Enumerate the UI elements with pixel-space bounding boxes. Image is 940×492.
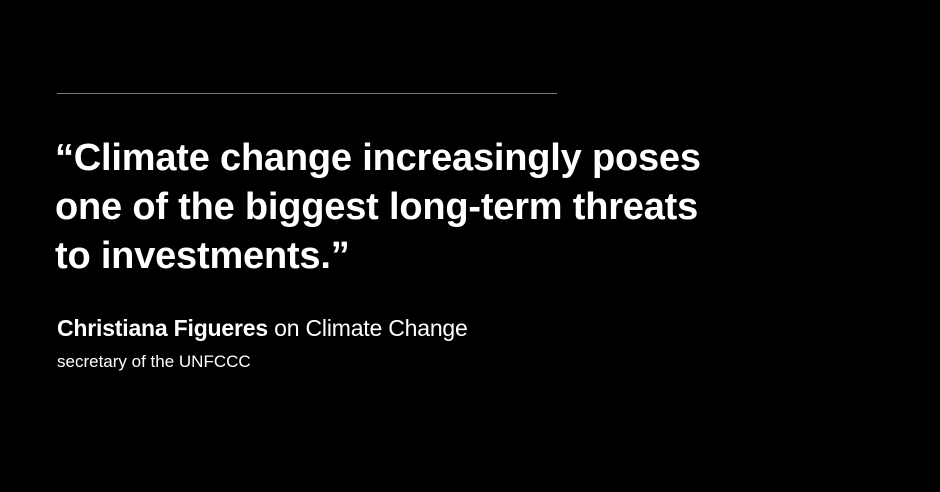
quote-topic: on Climate Change (267, 315, 468, 341)
divider-line (57, 93, 557, 94)
attribution: Christiana Figueres on Climate Change (57, 314, 468, 342)
author-name: Christiana Figueres (57, 315, 268, 341)
quote-text: “Climate change increasingly poses one o… (55, 134, 915, 281)
author-role: secretary of the UNFCCC (57, 352, 251, 371)
quote-line: to investments.” (55, 235, 350, 277)
quote-line: one of the biggest long-term threats (55, 186, 699, 228)
quote-line: “Climate change increasingly poses (55, 137, 701, 179)
